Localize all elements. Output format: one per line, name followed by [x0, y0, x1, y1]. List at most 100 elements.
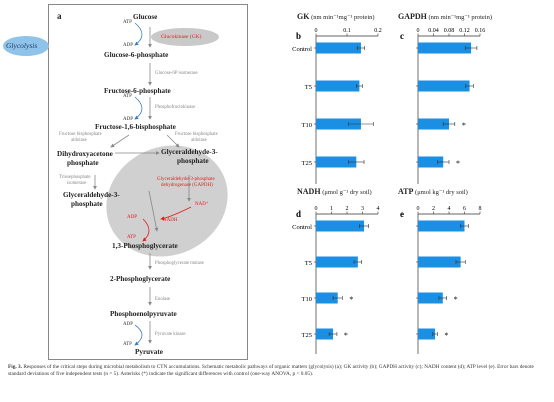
- category-label-t25: T25: [302, 160, 312, 167]
- enzyme-aldolase-left-1: Fructose bisphosphate: [59, 132, 102, 137]
- cofactor-atp-4: ATP: [123, 342, 132, 347]
- bar-b-t5: [316, 80, 360, 92]
- caption-label: Fig. 3.: [8, 364, 22, 370]
- x-tick-label-c: 0.12: [459, 28, 470, 34]
- cofactor-atp-2: ATP: [123, 94, 132, 99]
- panel-label-e: e: [400, 209, 404, 219]
- category-label-t10: T10: [302, 122, 312, 129]
- enzyme-aldolase-right-2: aldolase: [191, 138, 207, 143]
- panel-a-label: a: [57, 11, 62, 21]
- x-tick-label-b: 0.1: [343, 28, 351, 34]
- enzyme-pk: Pyruvate kinase: [155, 332, 186, 337]
- bar-c-control: [418, 42, 472, 54]
- enzyme-aldolase-right-1: Fructose bisphosphate: [175, 132, 218, 137]
- gk-title: GK: [297, 12, 310, 21]
- 2-phosphoglycerate: 2-Phosphoglycerate: [110, 275, 171, 283]
- category-label-t5: T5: [305, 260, 312, 267]
- enzyme-pfk: Phosphofructokinase: [155, 105, 196, 110]
- significance-asterisk-e: *: [444, 331, 448, 340]
- atp-units: (μmol kg⁻¹ dry soil): [415, 189, 468, 196]
- nadh-title: NADH: [297, 187, 321, 196]
- bar-e-t25: [418, 328, 436, 340]
- x-tick-label-d: 0: [315, 206, 318, 212]
- bar-d-t5: [316, 256, 358, 268]
- gapdh-title: GAPDH: [398, 12, 427, 21]
- significance-asterisk-d: *: [344, 331, 348, 340]
- x-tick-label-e: 4: [448, 206, 451, 212]
- glucose: Glucose: [133, 13, 158, 21]
- cofactor-adp-4: ADP: [123, 322, 134, 327]
- x-tick-label-c: 0.16: [475, 28, 486, 34]
- x-tick-label-e: 8: [479, 206, 482, 212]
- cofactor-atp-1: ATP: [123, 20, 132, 25]
- gk-units: (nm min⁻¹mg⁻¹ protein): [311, 14, 375, 21]
- g3p-right-line1: Glyceraldehyde-3-: [161, 148, 218, 156]
- cofactor-atp-3: ATP: [127, 235, 136, 240]
- cofactor-adp-1: ADP: [123, 43, 134, 48]
- enzyme-aldolase-left-2: aldolase: [71, 138, 87, 143]
- x-tick-label-c: 0: [417, 28, 420, 34]
- x-tick-label-e: 0: [417, 206, 420, 212]
- pyruvate: Pyruvate: [135, 348, 163, 356]
- category-label-t5: T5: [305, 84, 312, 91]
- significance-asterisk-e: *: [454, 295, 458, 304]
- bar-c-t5: [418, 80, 470, 92]
- enzyme-gapdh-1: Glyceraldehyde-3-phosphate: [157, 177, 215, 182]
- enzyme-g6p-isomerase: Glucose-6P isomerase: [155, 71, 198, 76]
- dhap-line1: Dihydroxyacetone: [57, 150, 113, 158]
- x-tick-label-d: 3: [361, 206, 364, 212]
- panel-label-c: c: [400, 31, 404, 41]
- pathway-panel: a Glucose Glucose-6-phosphate Fructose-6…: [48, 4, 248, 360]
- significance-asterisk-d: *: [349, 295, 353, 304]
- gk-highlight: [151, 28, 219, 46]
- nadh-header: NADH (μmol g⁻¹ dry soil): [297, 187, 372, 196]
- enzyme-gk: Glucokinase (GK): [161, 34, 202, 40]
- g3p-left-line1: Glyceraldehyde-3-: [63, 191, 120, 199]
- atp-header: ATP (μmol kg⁻¹ dry soil): [398, 187, 468, 196]
- x-tick-label-d: 2: [346, 206, 349, 212]
- glycolysis-bubble: [3, 36, 49, 56]
- x-tick-label-d: 4: [377, 206, 380, 212]
- glycolysis-label: Glycolysis: [6, 41, 38, 50]
- x-tick-label-e: 6: [463, 206, 466, 212]
- enzyme-tpi-2: isomerase: [67, 181, 87, 186]
- caption-text: Responses of the critical steps during m…: [8, 364, 534, 378]
- enzyme-tpi-1: Triosephosphate: [59, 175, 91, 180]
- gk-header: GK (nm min⁻¹mg⁻¹ protein): [297, 12, 375, 21]
- x-tick-label-b: 0.2: [374, 28, 382, 34]
- phosphoenolpyruvate: Phosphoenolpyruvate: [110, 310, 177, 318]
- figure-caption: Fig. 3. Responses of the critical steps …: [8, 364, 548, 379]
- bar-e-t10: [418, 292, 443, 304]
- bar-d-t25: [316, 328, 334, 340]
- 1-3-phosphoglycerate: 1,3-Phosphoglycerate: [112, 242, 178, 250]
- bar-e-control: [418, 220, 465, 232]
- gapdh-highlight: [106, 145, 228, 257]
- bar-c-t25: [418, 156, 444, 168]
- bar-c-t10: [418, 118, 449, 130]
- bar-b-t25: [316, 156, 357, 168]
- g3p-right-line2: phosphate: [177, 157, 209, 165]
- bar-d-control: [316, 220, 365, 232]
- panel-label-d: d: [296, 209, 301, 219]
- g3p-left-line2: phosphate: [71, 200, 103, 208]
- category-label-t25: T25: [302, 332, 312, 339]
- nadh-units: (μmol g⁻¹ dry soil): [322, 189, 372, 196]
- panel-label-b: b: [296, 31, 301, 41]
- enzyme-pgm: Phosphoglycerate mutase: [155, 261, 204, 266]
- gapdh-units: (nm min⁻¹mg⁻¹ protein): [428, 14, 492, 21]
- gapdh-header: GAPDH (nm min⁻¹mg⁻¹ protein): [398, 12, 492, 21]
- category-label-control: Control: [292, 224, 312, 231]
- x-tick-label-c: 0.08: [444, 28, 455, 34]
- x-tick-label-d: 1: [330, 206, 333, 212]
- category-label-t10: T10: [302, 296, 312, 303]
- category-label-control: Control: [292, 46, 312, 53]
- x-tick-label-b: 0: [315, 28, 318, 34]
- significance-asterisk-c: *: [456, 159, 460, 168]
- pathway-arrows: [93, 22, 228, 346]
- bar-e-t5: [418, 256, 461, 268]
- fructose-1-6-bisphosphate: Fructose-1,6-bisphosphate: [95, 123, 176, 131]
- cofactor-adp-3: ADP: [127, 215, 138, 220]
- cofactor-nad: NAD⁺: [195, 202, 209, 207]
- atp-title: ATP: [398, 187, 414, 196]
- dhap-line2: phosphate: [67, 159, 99, 167]
